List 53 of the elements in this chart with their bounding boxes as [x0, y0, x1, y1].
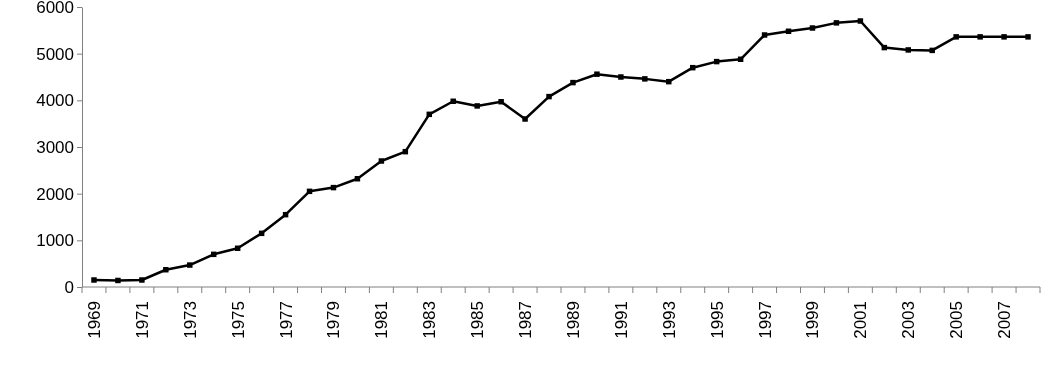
x-tick-label: 1979 — [324, 301, 344, 339]
x-tick-label: 2003 — [899, 301, 919, 339]
point — [546, 93, 552, 100]
y-tick-label: 5000 — [36, 44, 74, 64]
x-tick-label: 1969 — [84, 301, 104, 339]
point — [450, 98, 456, 104]
point — [594, 71, 600, 77]
x-tick-label: 2001 — [851, 301, 871, 339]
point — [1001, 34, 1007, 40]
point — [929, 47, 935, 54]
point — [1025, 34, 1031, 40]
point — [474, 103, 480, 109]
point — [187, 262, 193, 268]
point — [378, 158, 385, 164]
x-tick-label: 1995 — [707, 301, 727, 339]
y-tick-label: 4000 — [36, 91, 74, 111]
x-tick-label: 1987 — [516, 301, 536, 339]
point — [833, 20, 840, 26]
point — [522, 116, 528, 122]
y-tick-label: 2000 — [36, 184, 74, 204]
point — [809, 25, 816, 31]
point — [570, 79, 576, 86]
x-tick-label: 2007 — [995, 301, 1015, 339]
x-tick-label: 1985 — [468, 301, 488, 339]
point — [905, 47, 912, 53]
x-tick-label: 1971 — [132, 301, 152, 339]
x-tick-label: 1975 — [228, 301, 248, 339]
x-tick-label: 1977 — [276, 301, 296, 339]
point — [666, 78, 672, 85]
point — [139, 277, 145, 283]
x-tick-label: 1993 — [659, 301, 679, 339]
point — [163, 266, 169, 273]
x-tick-label: 1997 — [755, 301, 775, 339]
y-tick-label: 1000 — [36, 231, 74, 251]
point — [977, 34, 983, 40]
y-tick-label: 0 — [64, 277, 74, 297]
point — [91, 277, 97, 283]
point — [857, 18, 864, 24]
x-tick-label: 1983 — [420, 301, 440, 339]
y-tick-label: 3000 — [36, 137, 74, 157]
y-tick-label: 6000 — [36, 0, 74, 17]
x-tick-label: 1991 — [611, 301, 631, 339]
x-tick-label: 1981 — [372, 301, 392, 339]
point — [498, 98, 504, 105]
x-tick-label: 1989 — [563, 301, 583, 339]
x-tick-label: 1973 — [180, 301, 200, 339]
x-tick-label: 1999 — [803, 301, 823, 339]
point — [953, 34, 959, 40]
point — [618, 74, 624, 80]
point — [642, 76, 648, 82]
point — [761, 32, 768, 38]
point — [115, 277, 121, 284]
x-tick-label: 2005 — [947, 301, 967, 339]
